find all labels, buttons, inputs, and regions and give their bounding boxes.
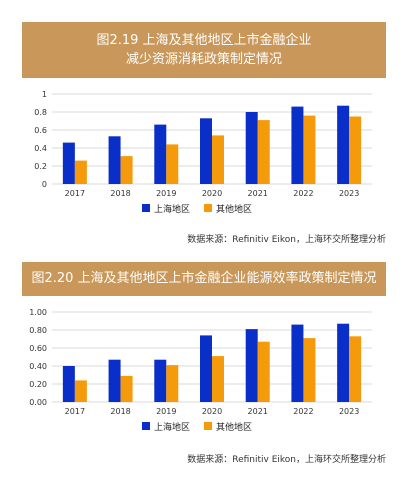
source-note: 数据来源：Refinitiv Eikon，上海环交所整理分析 — [187, 455, 386, 465]
chart-title-line: 减少资源消耗政策制定情况 — [125, 52, 282, 67]
chart-title-line: 图2.20 上海及其他地区上市金融企业能源效率政策制定情况 — [31, 271, 377, 286]
y-tick-label: 0.20 — [29, 380, 47, 389]
y-tick-label: 1.00 — [29, 308, 47, 317]
chart-panel-1: 图2.19 上海及其他地区上市金融企业 减少资源消耗政策制定情况 0 0.2 0.4… — [22, 22, 386, 245]
legend-swatch — [142, 204, 150, 212]
legend-label: 上海地区 — [154, 203, 190, 215]
bar-other-2017 — [74, 160, 87, 184]
y-tick-label: 0 — [42, 180, 47, 189]
bar-other-2020 — [212, 356, 224, 402]
y-tick-label: 0.6 — [34, 126, 47, 135]
x-tick-label: 2022 — [293, 189, 313, 198]
x-tick-label: 2019 — [156, 189, 176, 198]
x-tick-label: 2018 — [110, 407, 130, 416]
x-tick-label: 2020 — [202, 189, 222, 198]
bar-other-2017 — [74, 380, 87, 402]
y-tick-label: 0.40 — [29, 362, 47, 371]
x-tick-label: 2018 — [110, 189, 130, 198]
bar-other-2021 — [257, 120, 270, 184]
legend-swatch — [204, 422, 212, 430]
bar-shanghai-2020 — [200, 335, 212, 402]
x-tick-label: 2020 — [202, 407, 222, 416]
bar-shanghai-2017 — [62, 142, 75, 184]
legend-label: 上海地区 — [154, 421, 190, 433]
x-tick-label: 2022 — [293, 407, 313, 416]
bar-other-2022 — [303, 115, 316, 184]
bar-other-2018 — [120, 375, 133, 402]
bar-other-2023 — [349, 336, 362, 402]
bar-shanghai-2017 — [62, 366, 75, 402]
bar-other-2023 — [349, 116, 362, 184]
bar-shanghai-2022 — [291, 324, 304, 402]
legend-label: 其他地区 — [216, 203, 252, 215]
chart-title-banner: 图2.19 上海及其他地区上市金融企业 减少资源消耗政策制定情况 — [22, 22, 386, 78]
y-tick-label: 0.80 — [29, 326, 47, 335]
x-tick-label: 2017 — [65, 407, 85, 416]
bar-other-2022 — [303, 338, 316, 402]
bar-shanghai-2018 — [108, 359, 121, 402]
bar-chart-1: 0 0.2 0.4 0.6 0.8 1 2017 2018 2019 2020 2021 2022 20… — [34, 90, 372, 215]
x-tick-label: 2021 — [248, 407, 268, 416]
y-tick-label: 1 — [42, 90, 47, 99]
bar-shanghai-2022 — [291, 106, 304, 184]
x-tick-label: 2023 — [339, 189, 359, 198]
x-tick-label: 2017 — [65, 189, 85, 198]
legend-label: 其他地区 — [216, 421, 252, 433]
chart-title-banner: 图2.20 上海及其他地区上市金融企业能源效率政策制定情况 — [22, 262, 386, 296]
bar-other-2020 — [212, 135, 224, 184]
bar-shanghai-2019 — [154, 124, 167, 184]
bar-shanghai-2020 — [200, 118, 212, 184]
bar-shanghai-2019 — [154, 359, 167, 402]
legend-swatch — [142, 422, 150, 430]
chart-title-line: 图2.19 上海及其他地区上市金融企业 — [96, 33, 312, 48]
x-tick-label: 2019 — [156, 407, 176, 416]
bar-chart-2: 0.00 0.20 0.40 0.60 0.80 1.00 2017 2018 2019 2020… — [29, 308, 372, 433]
y-tick-label: 0.00 — [29, 398, 47, 407]
bar-other-2019 — [166, 365, 179, 402]
bar-shanghai-2018 — [108, 136, 121, 184]
bar-shanghai-2021 — [245, 112, 258, 184]
y-tick-label: 0.8 — [34, 108, 47, 117]
source-note: 数据来源：Refinitiv Eikon，上海环交所整理分析 — [187, 235, 386, 245]
legend-swatch — [204, 204, 212, 212]
y-tick-label: 0.2 — [34, 162, 47, 171]
bar-other-2019 — [166, 144, 179, 184]
x-tick-label: 2023 — [339, 407, 359, 416]
x-tick-label: 2021 — [248, 189, 268, 198]
bar-other-2018 — [120, 156, 133, 184]
chart-panel-2: 图2.20 上海及其他地区上市金融企业能源效率政策制定情况 0.00 0.20 0.… — [22, 262, 386, 465]
bar-shanghai-2021 — [245, 329, 258, 402]
bar-shanghai-2023 — [337, 105, 350, 184]
y-tick-label: 0.60 — [29, 344, 47, 353]
bar-shanghai-2023 — [337, 323, 350, 402]
y-tick-label: 0.4 — [34, 144, 47, 153]
bar-other-2021 — [257, 341, 270, 402]
